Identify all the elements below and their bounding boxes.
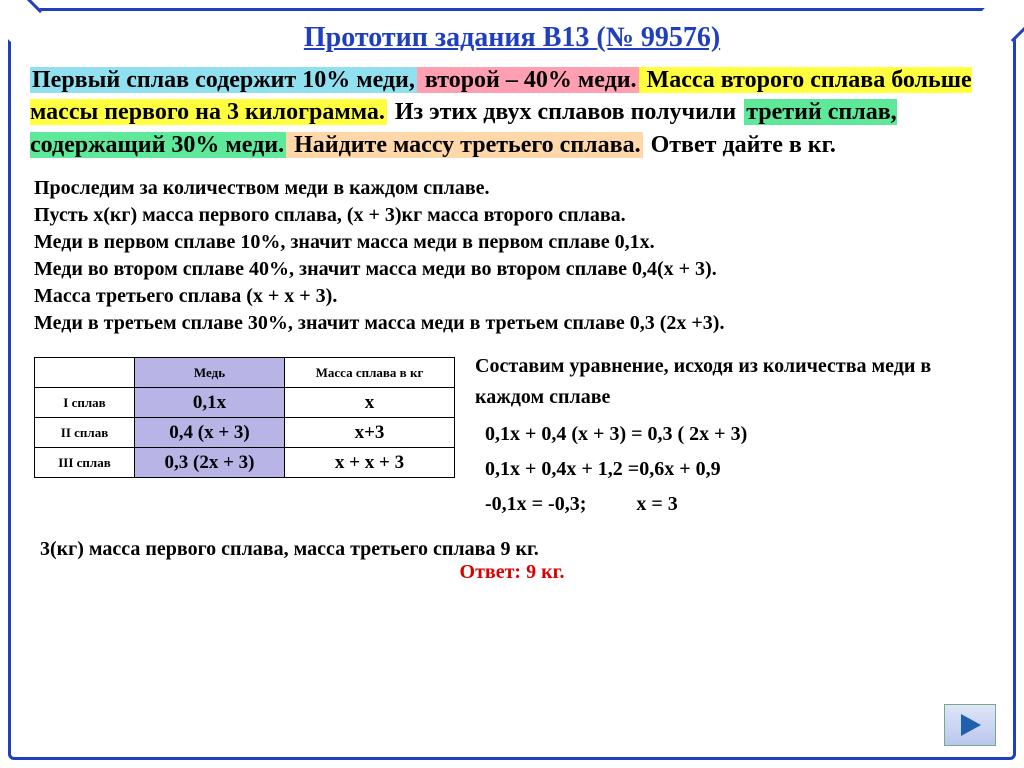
table-header: Медь <box>135 358 285 388</box>
problem-seg: Первый сплав содержит 10% меди, <box>30 67 417 93</box>
problem-seg: Ответ дайте в кг. <box>643 132 838 158</box>
cell-mass: х+3 <box>285 418 455 448</box>
equations-lead: Составим уравнение, исходя из количества… <box>475 351 990 413</box>
solution-line: Пусть х(кг) масса первого сплава, (х + 3… <box>34 202 990 229</box>
cell-med: 0,1х <box>135 388 285 418</box>
slide-content: Прототип задания B13 (№ 99576) Первый сп… <box>8 8 1016 760</box>
solution-text: Проследим за количеством меди в каждом с… <box>30 175 994 345</box>
answer-line: Ответ: 9 кг. <box>30 561 994 584</box>
table-header-row: Медь Масса сплава в кг <box>35 358 455 388</box>
problem-statement: Первый сплав содержит 10% меди, второй –… <box>30 64 994 161</box>
alloy-table: Медь Масса сплава в кг I сплав 0,1х х II… <box>34 357 455 478</box>
table-wrapper: Медь Масса сплава в кг I сплав 0,1х х II… <box>34 351 455 524</box>
solution-line: Проследим за количеством меди в каждом с… <box>34 175 990 202</box>
cell-mass: х <box>285 388 455 418</box>
page-title: Прототип задания B13 (№ 99576) <box>30 22 994 54</box>
equation-line: 0,1х + 0,4 (х + 3) = 0,3 ( 2х + 3) <box>485 419 990 450</box>
play-icon <box>955 710 985 740</box>
equations-block: Составим уравнение, исходя из количества… <box>475 351 990 524</box>
problem-seg: второй – 40% меди. <box>417 67 639 93</box>
table-row: III сплав 0,3 (2х + 3) х + х + 3 <box>35 448 455 478</box>
table-header: Масса сплава в кг <box>285 358 455 388</box>
table-header <box>35 358 135 388</box>
table-row: II сплав 0,4 (х + 3) х+3 <box>35 418 455 448</box>
solution-line: Меди в третьем сплаве 30%, значит масса … <box>34 310 990 337</box>
solution-line: Масса третьего сплава (х + х + 3). <box>34 283 990 310</box>
cell-med: 0,3 (2х + 3) <box>135 448 285 478</box>
row-label: I сплав <box>35 388 135 418</box>
next-button[interactable] <box>944 704 996 746</box>
solution-line: Меди в первом сплаве 10%, значит масса м… <box>34 229 990 256</box>
cell-med: 0,4 (х + 3) <box>135 418 285 448</box>
equation-line: 0,1х + 0,4х + 1,2 =0,6х + 0,9 <box>485 454 990 485</box>
row-label: III сплав <box>35 448 135 478</box>
problem-seg: Найдите массу третьего сплава. <box>286 132 643 158</box>
table-row: I сплав 0,1х х <box>35 388 455 418</box>
solution-line: Меди во втором сплаве 40%, значит масса … <box>34 256 990 283</box>
conclusion-line: 3(кг) масса первого сплава, масса третье… <box>40 538 994 561</box>
row-label: II сплав <box>35 418 135 448</box>
equation-line: -0,1х = -0,3; х = 3 <box>485 489 990 520</box>
problem-seg: Из этих двух сплавов получили <box>387 99 744 125</box>
cell-mass: х + х + 3 <box>285 448 455 478</box>
